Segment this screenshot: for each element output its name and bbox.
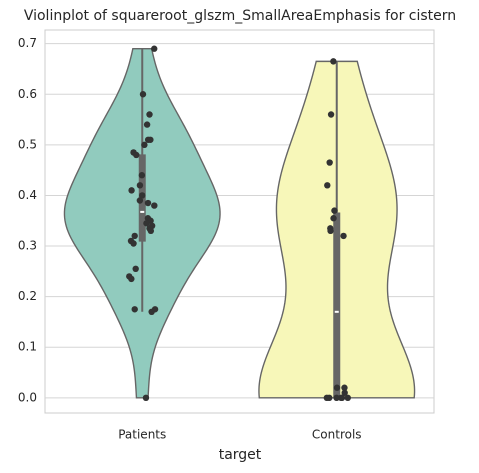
data-point bbox=[330, 58, 337, 65]
data-point bbox=[136, 182, 144, 189]
data-point bbox=[331, 207, 338, 214]
y-tick-label: 0.0 bbox=[18, 390, 37, 404]
data-point bbox=[333, 384, 341, 391]
data-point bbox=[144, 199, 152, 207]
data-point bbox=[337, 394, 345, 402]
data-point bbox=[340, 232, 347, 240]
y-tick-label: 0.2 bbox=[18, 289, 37, 303]
y-tick-label: 0.6 bbox=[18, 87, 37, 101]
data-point bbox=[128, 187, 135, 194]
plot-frame bbox=[44, 29, 435, 414]
data-point bbox=[128, 275, 135, 283]
data-point bbox=[138, 172, 146, 179]
data-point bbox=[143, 121, 151, 128]
data-point bbox=[131, 232, 138, 240]
data-point bbox=[323, 394, 331, 402]
data-point bbox=[151, 202, 158, 209]
chart-title: Violinplot of squareroot_glszm_SmallArea… bbox=[24, 8, 456, 24]
data-point bbox=[324, 182, 331, 189]
data-point bbox=[142, 394, 150, 402]
data-point bbox=[327, 111, 335, 118]
data-point bbox=[146, 111, 153, 118]
data-point bbox=[341, 384, 348, 391]
data-point bbox=[133, 151, 140, 159]
data-point bbox=[147, 136, 154, 143]
data-point bbox=[330, 215, 337, 222]
y-tick-label: 0.3 bbox=[18, 239, 37, 253]
y-tick-label: 0.7 bbox=[18, 36, 37, 50]
x-tick-label: Controls bbox=[312, 428, 362, 442]
data-point bbox=[148, 308, 155, 316]
data-point bbox=[143, 220, 150, 227]
data-point bbox=[151, 45, 158, 52]
data-point bbox=[131, 306, 138, 313]
y-tick-label: 0.4 bbox=[18, 188, 37, 202]
data-point bbox=[147, 227, 155, 235]
data-point bbox=[326, 159, 333, 166]
data-point bbox=[130, 240, 137, 247]
x-axis-label: target bbox=[219, 447, 262, 463]
data-point bbox=[138, 192, 146, 199]
y-tick-label: 0.5 bbox=[18, 137, 37, 151]
y-tick-label: 0.1 bbox=[18, 340, 37, 354]
data-point bbox=[139, 91, 147, 98]
data-point bbox=[341, 389, 348, 396]
x-tick-label: Patients bbox=[118, 428, 166, 442]
data-point bbox=[333, 394, 340, 402]
data-point bbox=[136, 197, 144, 204]
data-point bbox=[344, 394, 351, 402]
data-point bbox=[141, 141, 148, 149]
data-point bbox=[132, 265, 139, 273]
data-point bbox=[327, 227, 334, 235]
